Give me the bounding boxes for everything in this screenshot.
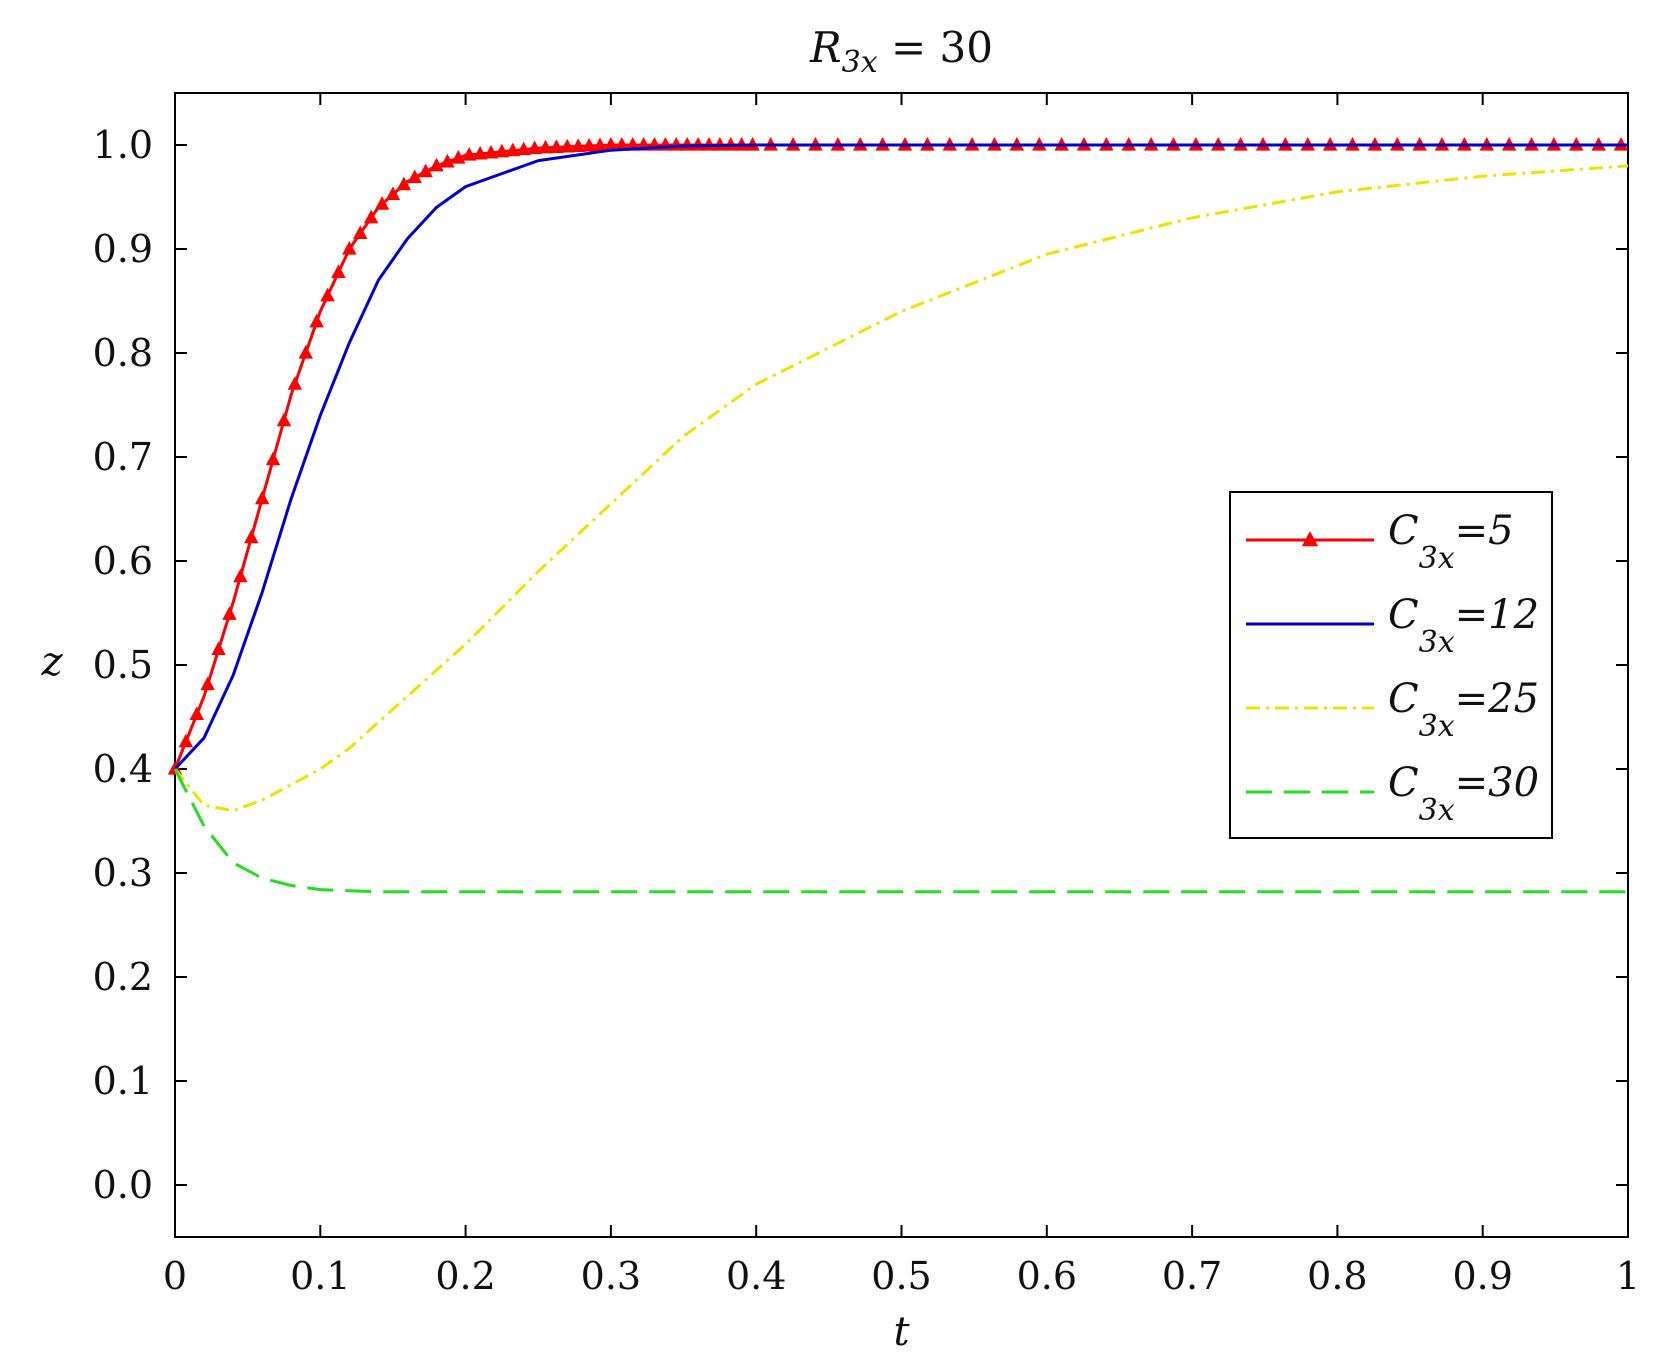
series-marker: [244, 529, 259, 544]
x-tick-label: 0.9: [1452, 1254, 1512, 1298]
series-marker: [178, 733, 194, 748]
series-marker: [363, 209, 379, 224]
x-tick-label: 0.8: [1307, 1254, 1367, 1298]
x-tick-label: 0.4: [726, 1254, 786, 1298]
series-marker: [287, 376, 303, 390]
series-marker: [374, 196, 390, 210]
series-marker: [571, 138, 586, 153]
series-marker: [527, 140, 542, 155]
series-marker: [483, 144, 499, 159]
series-marker: [385, 186, 401, 200]
y-tick-label: 0.6: [93, 539, 153, 583]
title-subscript: 3x: [842, 45, 878, 80]
y-tick-label: 0.8: [93, 331, 153, 375]
series-marker: [429, 157, 444, 172]
y-tick-label: 0.1: [93, 1059, 153, 1103]
legend-box: [1229, 491, 1553, 839]
x-tick-label: 0.3: [581, 1254, 641, 1298]
x-tick-label: 0.2: [435, 1254, 495, 1298]
x-tick-label: 0.7: [1162, 1254, 1222, 1298]
series-marker: [200, 676, 215, 691]
y-tick-label: 0.7: [93, 435, 153, 479]
series-marker: [603, 137, 619, 151]
legend-item: C3x=25: [1246, 676, 1539, 744]
y-tick-label: 0.9: [93, 227, 153, 271]
y-axis-label: z: [40, 639, 63, 685]
x-axis-label: t: [893, 1309, 910, 1355]
series-marker: [189, 706, 204, 720]
series-marker: [472, 145, 488, 160]
y-tick-label: 0.2: [93, 955, 153, 999]
series-marker: [614, 137, 629, 151]
series-3: [173, 164, 1629, 813]
x-tick-label: 0: [163, 1254, 187, 1298]
y-tick-label: 0.4: [93, 747, 153, 791]
series-line: [173, 768, 1628, 894]
series-marker: [254, 490, 270, 505]
series-marker: [320, 287, 335, 302]
series-marker: [418, 163, 433, 178]
series-marker: [440, 153, 455, 168]
series-marker: [233, 568, 248, 583]
y-axis: 0.0 0.1 0.2 0.3 0.4 0.5 0.6 0.7 0.8 0.9 1.0: [93, 123, 1628, 1207]
legend-label: C3x=25: [1388, 676, 1539, 744]
x-tick-label: 0.5: [871, 1254, 931, 1298]
series-marker: [298, 345, 313, 359]
title-rest: = 30: [878, 23, 993, 72]
series-marker: [462, 147, 477, 161]
series-marker: [712, 137, 728, 151]
x-tick-label: 1: [1616, 1254, 1640, 1298]
series-marker: [407, 169, 422, 184]
series-marker: [396, 176, 412, 191]
series-4: [173, 768, 1628, 894]
series-marker: [353, 225, 368, 239]
legend-item: C3x=5: [1246, 508, 1514, 576]
series-marker: [211, 641, 226, 655]
legend-label: C3x=5: [1388, 508, 1514, 576]
series-line: [173, 164, 1629, 813]
series-marker: [494, 143, 510, 158]
series-marker: [265, 451, 281, 466]
series-lines: [167, 137, 1629, 894]
series-marker: [516, 141, 531, 156]
series-marker: [723, 137, 738, 151]
legend-item: C3x=30: [1246, 760, 1539, 828]
chart-title: R3x = 30: [809, 23, 993, 80]
series-marker: [505, 142, 521, 157]
series-marker: [309, 313, 324, 328]
series-line: [173, 143, 1628, 771]
legend-item: C3x=12: [1246, 592, 1539, 660]
series-marker: [331, 264, 346, 278]
legend: C3x=5 C3x=12 C3x=25 C3x=30: [1229, 491, 1553, 839]
legend-label: C3x=30: [1388, 760, 1539, 828]
y-tick-label: 0.3: [93, 851, 153, 895]
y-tick-label: 1.0: [93, 123, 153, 167]
series-marker: [549, 139, 564, 153]
y-tick-label: 0.5: [93, 643, 153, 687]
series-marker: [222, 606, 237, 620]
series-marker: [625, 137, 640, 151]
series-2: [173, 143, 1628, 771]
series-marker: [276, 412, 292, 427]
legend-label: C3x=12: [1388, 592, 1539, 660]
series-marker: [581, 137, 597, 152]
series-marker: [560, 138, 575, 153]
series-marker: [701, 137, 717, 151]
x-axis: 0 0.1 0.2 0.3 0.4 0.5 0.6 0.7 0.8 0.9 1: [163, 93, 1640, 1298]
series-marker: [342, 241, 357, 255]
x-tick-label: 0.6: [1017, 1254, 1077, 1298]
y-tick-label: 0.0: [93, 1163, 153, 1207]
series-marker: [592, 137, 608, 152]
series-marker: [451, 150, 466, 164]
x-tick-label: 0.1: [290, 1254, 350, 1298]
series-marker: [538, 139, 553, 154]
legend-marker: [1301, 531, 1319, 547]
title-main: R: [809, 23, 842, 72]
